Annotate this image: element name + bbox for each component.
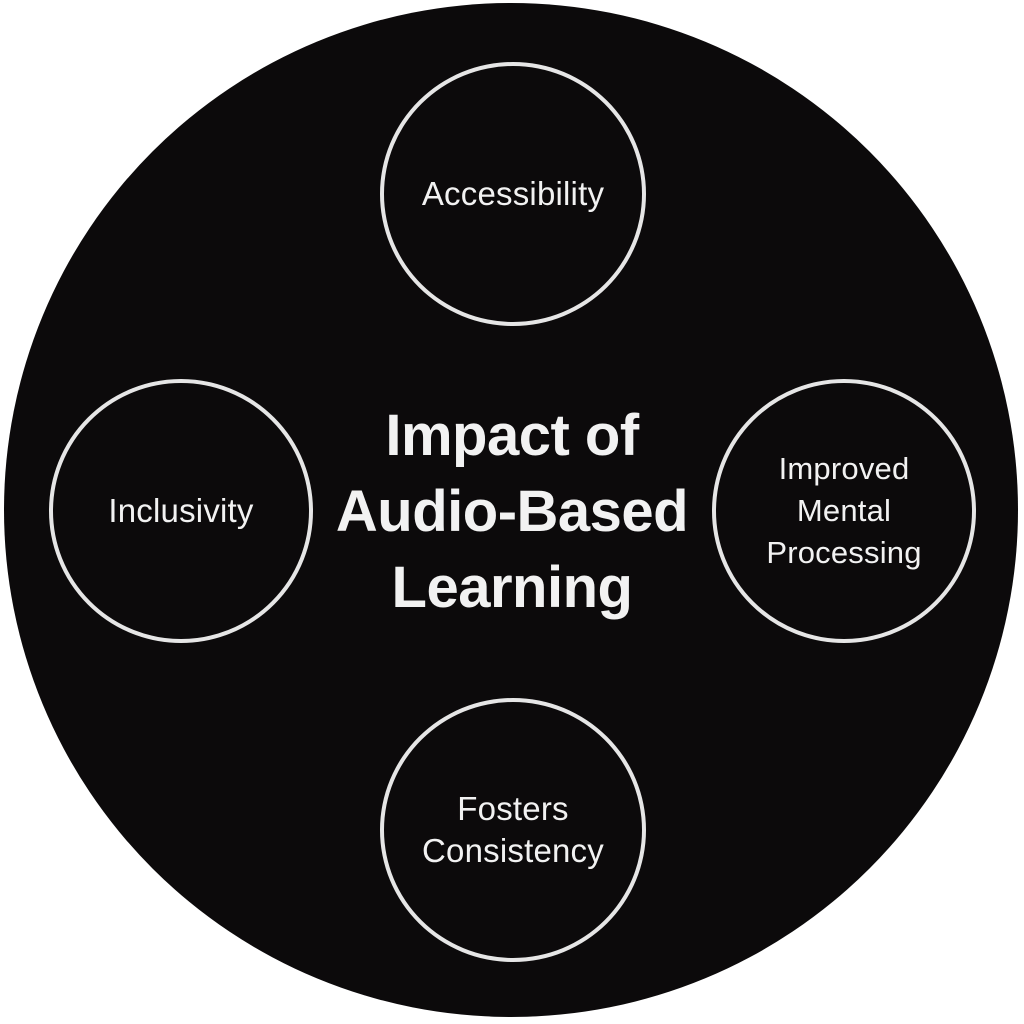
- node-fosters-consistency: Fosters Consistency: [380, 698, 646, 962]
- node-label-accessibility: Accessibility: [421, 175, 605, 212]
- node-label-inclusivity: Inclusivity: [108, 492, 254, 529]
- node-inclusivity: Inclusivity: [49, 379, 313, 643]
- node-accessibility: Accessibility: [380, 62, 646, 326]
- diagram-title: Impact of Audio-Based Learning: [335, 403, 689, 620]
- node-label-fosters-consistency: Fosters Consistency: [422, 790, 604, 869]
- node-label-improved-mental-processing: Improved Mental Processing: [766, 451, 922, 570]
- node-improved-mental-processing: Improved Mental Processing: [712, 379, 976, 643]
